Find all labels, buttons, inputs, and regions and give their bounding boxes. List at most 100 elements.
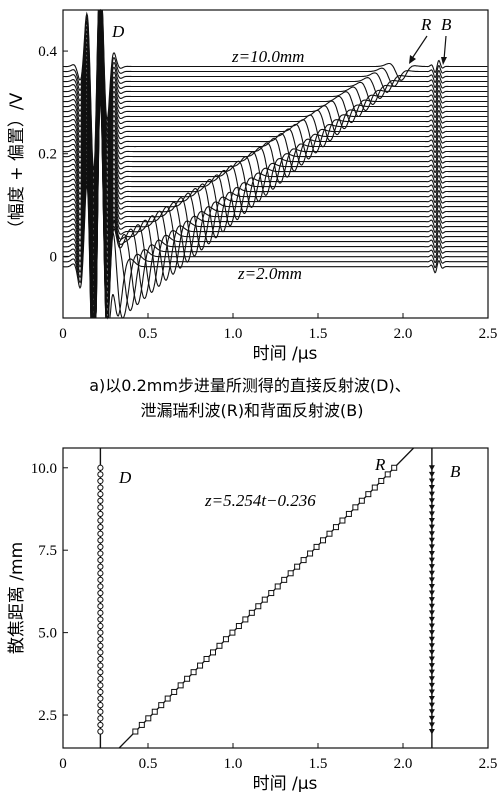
a-trace: [63, 99, 488, 319]
a-trace: [63, 84, 488, 319]
a-annotation-top: z=10.0mm: [231, 47, 304, 66]
b-point-R: [248, 609, 255, 616]
b-point-R: [274, 583, 281, 590]
b-y-tick-label: 5.0: [38, 626, 57, 642]
a-caption-line1: a)以0.2mm步进量所测得的直接反射波(D)、: [89, 376, 410, 395]
b-point-D: [97, 537, 104, 544]
b-point-D: [97, 497, 104, 504]
a-x-tick-label: 2.0: [394, 326, 413, 342]
a-trace: [63, 9, 488, 171]
b-point-B: [428, 491, 435, 498]
b-point-R: [261, 596, 268, 603]
b-point-R: [391, 464, 398, 471]
b-x-axis-label: 时间 /μs: [253, 774, 318, 792]
b-point-D: [97, 636, 104, 643]
b-point-B: [428, 518, 435, 524]
b-point-D: [97, 504, 104, 511]
b-point-D: [97, 675, 104, 682]
a-arrow-B: [441, 35, 447, 65]
chart-b: 0 0.5 1.0 1.5 2.0 2.5 2.5 5.0 7.5 10.0 D R B z=5…: [7, 447, 497, 792]
b-point-R: [255, 603, 262, 610]
b-fit-equation: z=5.254t−0.236: [204, 491, 316, 510]
b-point-R: [145, 715, 152, 722]
a-trace: [62, 9, 488, 216]
b-point-B: [428, 537, 435, 544]
b-point-R: [184, 675, 191, 682]
b-point-B: [428, 623, 435, 630]
b-point-D: [97, 484, 104, 491]
b-point-D: [97, 543, 104, 551]
a-label-B: B: [441, 15, 452, 34]
b-point-R: [294, 563, 301, 570]
b-point-B: [428, 649, 435, 656]
a-x-axis-label: 时间 /μs: [253, 344, 318, 364]
b-point-D: [97, 477, 104, 485]
b-y-tick-label: 2.5: [38, 708, 57, 724]
b-point-D: [97, 576, 104, 583]
a-y-tick-label: 0.4: [38, 44, 57, 60]
a-trace: [63, 12, 488, 261]
a-x-tick-label: 1.5: [309, 326, 328, 342]
b-point-D: [97, 517, 104, 524]
b-point-R: [384, 471, 391, 478]
b-point-R: [352, 504, 359, 511]
a-x-tick-label: 1.0: [224, 326, 243, 342]
b-point-R: [326, 530, 333, 537]
b-x-tick-label: 0.5: [139, 756, 158, 772]
b-point-R: [235, 623, 242, 630]
a-x-tick-label: 0: [59, 326, 67, 342]
b-x-tick-label: 1.0: [224, 756, 243, 772]
b-label-R: R: [374, 455, 386, 474]
b-point-B: [428, 524, 435, 531]
a-caption-line2: 泄漏瑞利波(R)和背面反射波(B): [140, 401, 363, 420]
b-point-B: [428, 504, 435, 511]
b-point-B: [428, 663, 435, 669]
b-point-D: [97, 471, 104, 478]
b-marks: [97, 447, 435, 749]
b-point-R: [313, 543, 320, 550]
a-trace: [63, 9, 488, 177]
b-point-B: [428, 630, 435, 636]
b-point-R: [203, 655, 210, 662]
b-point-B: [428, 689, 435, 695]
b-point-R: [171, 688, 178, 695]
b-point-R: [210, 649, 217, 656]
a-trace: [62, 9, 488, 229]
b-point-B: [428, 715, 435, 722]
a-trace: [62, 52, 488, 319]
b-point-R: [216, 642, 223, 649]
b-point-B: [428, 636, 435, 643]
b-point-B: [428, 709, 435, 715]
a-trace: [63, 9, 488, 197]
a-trace: [63, 77, 488, 319]
a-trace: [63, 88, 488, 320]
b-point-B: [428, 696, 435, 702]
a-trace: [62, 63, 488, 319]
b-point-D: [97, 603, 104, 610]
b-point-B: [428, 722, 435, 728]
b-point-D: [97, 655, 104, 663]
b-point-B: [428, 471, 435, 478]
b-point-D: [97, 702, 104, 709]
b-point-R: [287, 570, 294, 577]
a-y-ticks: 0 0.2 0.4: [38, 44, 68, 265]
a-trace: [63, 88, 488, 319]
a-x-tick-label: 0.5: [139, 326, 158, 342]
chart-a: 0 0.5 1.0 1.5 2.0 2.5 0 0.2 0.4 z=10.0mm z=2.0m…: [7, 8, 497, 420]
b-point-D: [97, 556, 104, 564]
a-trace: [63, 66, 488, 319]
b-x-ticks: 0 0.5 1.0 1.5 2.0 2.5: [59, 743, 497, 772]
b-point-B: [428, 656, 435, 662]
b-point-R: [151, 708, 158, 715]
b-point-D: [97, 550, 104, 557]
a-trace: [63, 9, 488, 203]
b-y-tick-label: 10.0: [31, 461, 57, 477]
b-point-D: [97, 728, 104, 735]
b-point-B: [428, 729, 435, 735]
a-trace: [63, 8, 488, 248]
b-y-tick-label: 7.5: [38, 543, 57, 559]
b-x-tick-label: 1.5: [309, 756, 328, 772]
b-plot-frame: [62, 447, 489, 749]
b-point-R: [320, 537, 327, 544]
